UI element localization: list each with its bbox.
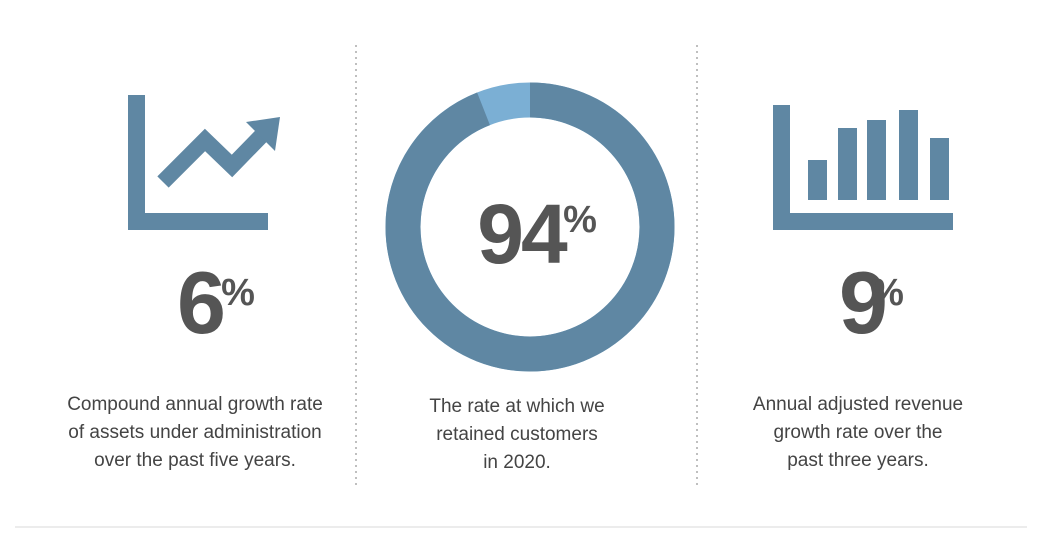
stat-unit: % [870, 272, 904, 314]
stat-value: 9 [839, 253, 885, 352]
growth-icon [128, 95, 280, 230]
stat-description: Compound annual growth rate [67, 394, 323, 415]
stat-unit: % [563, 199, 597, 241]
stat-description: growth rate over the [774, 422, 943, 443]
stat-description: over the past five years. [94, 450, 296, 471]
stat-description: past three years. [787, 450, 929, 471]
stat-description: Annual adjusted revenue [753, 394, 963, 415]
stat-description: retained customers [436, 424, 598, 445]
stat-unit: % [221, 272, 255, 314]
stat-description: of assets under administration [68, 422, 321, 443]
stat-description: The rate at which we [429, 396, 604, 417]
donut-arc [385, 82, 675, 372]
stat-description: in 2020. [483, 452, 551, 473]
bar-icon [773, 105, 953, 230]
stat-value: 6 [177, 253, 223, 352]
stat-value: 94 [477, 187, 568, 281]
